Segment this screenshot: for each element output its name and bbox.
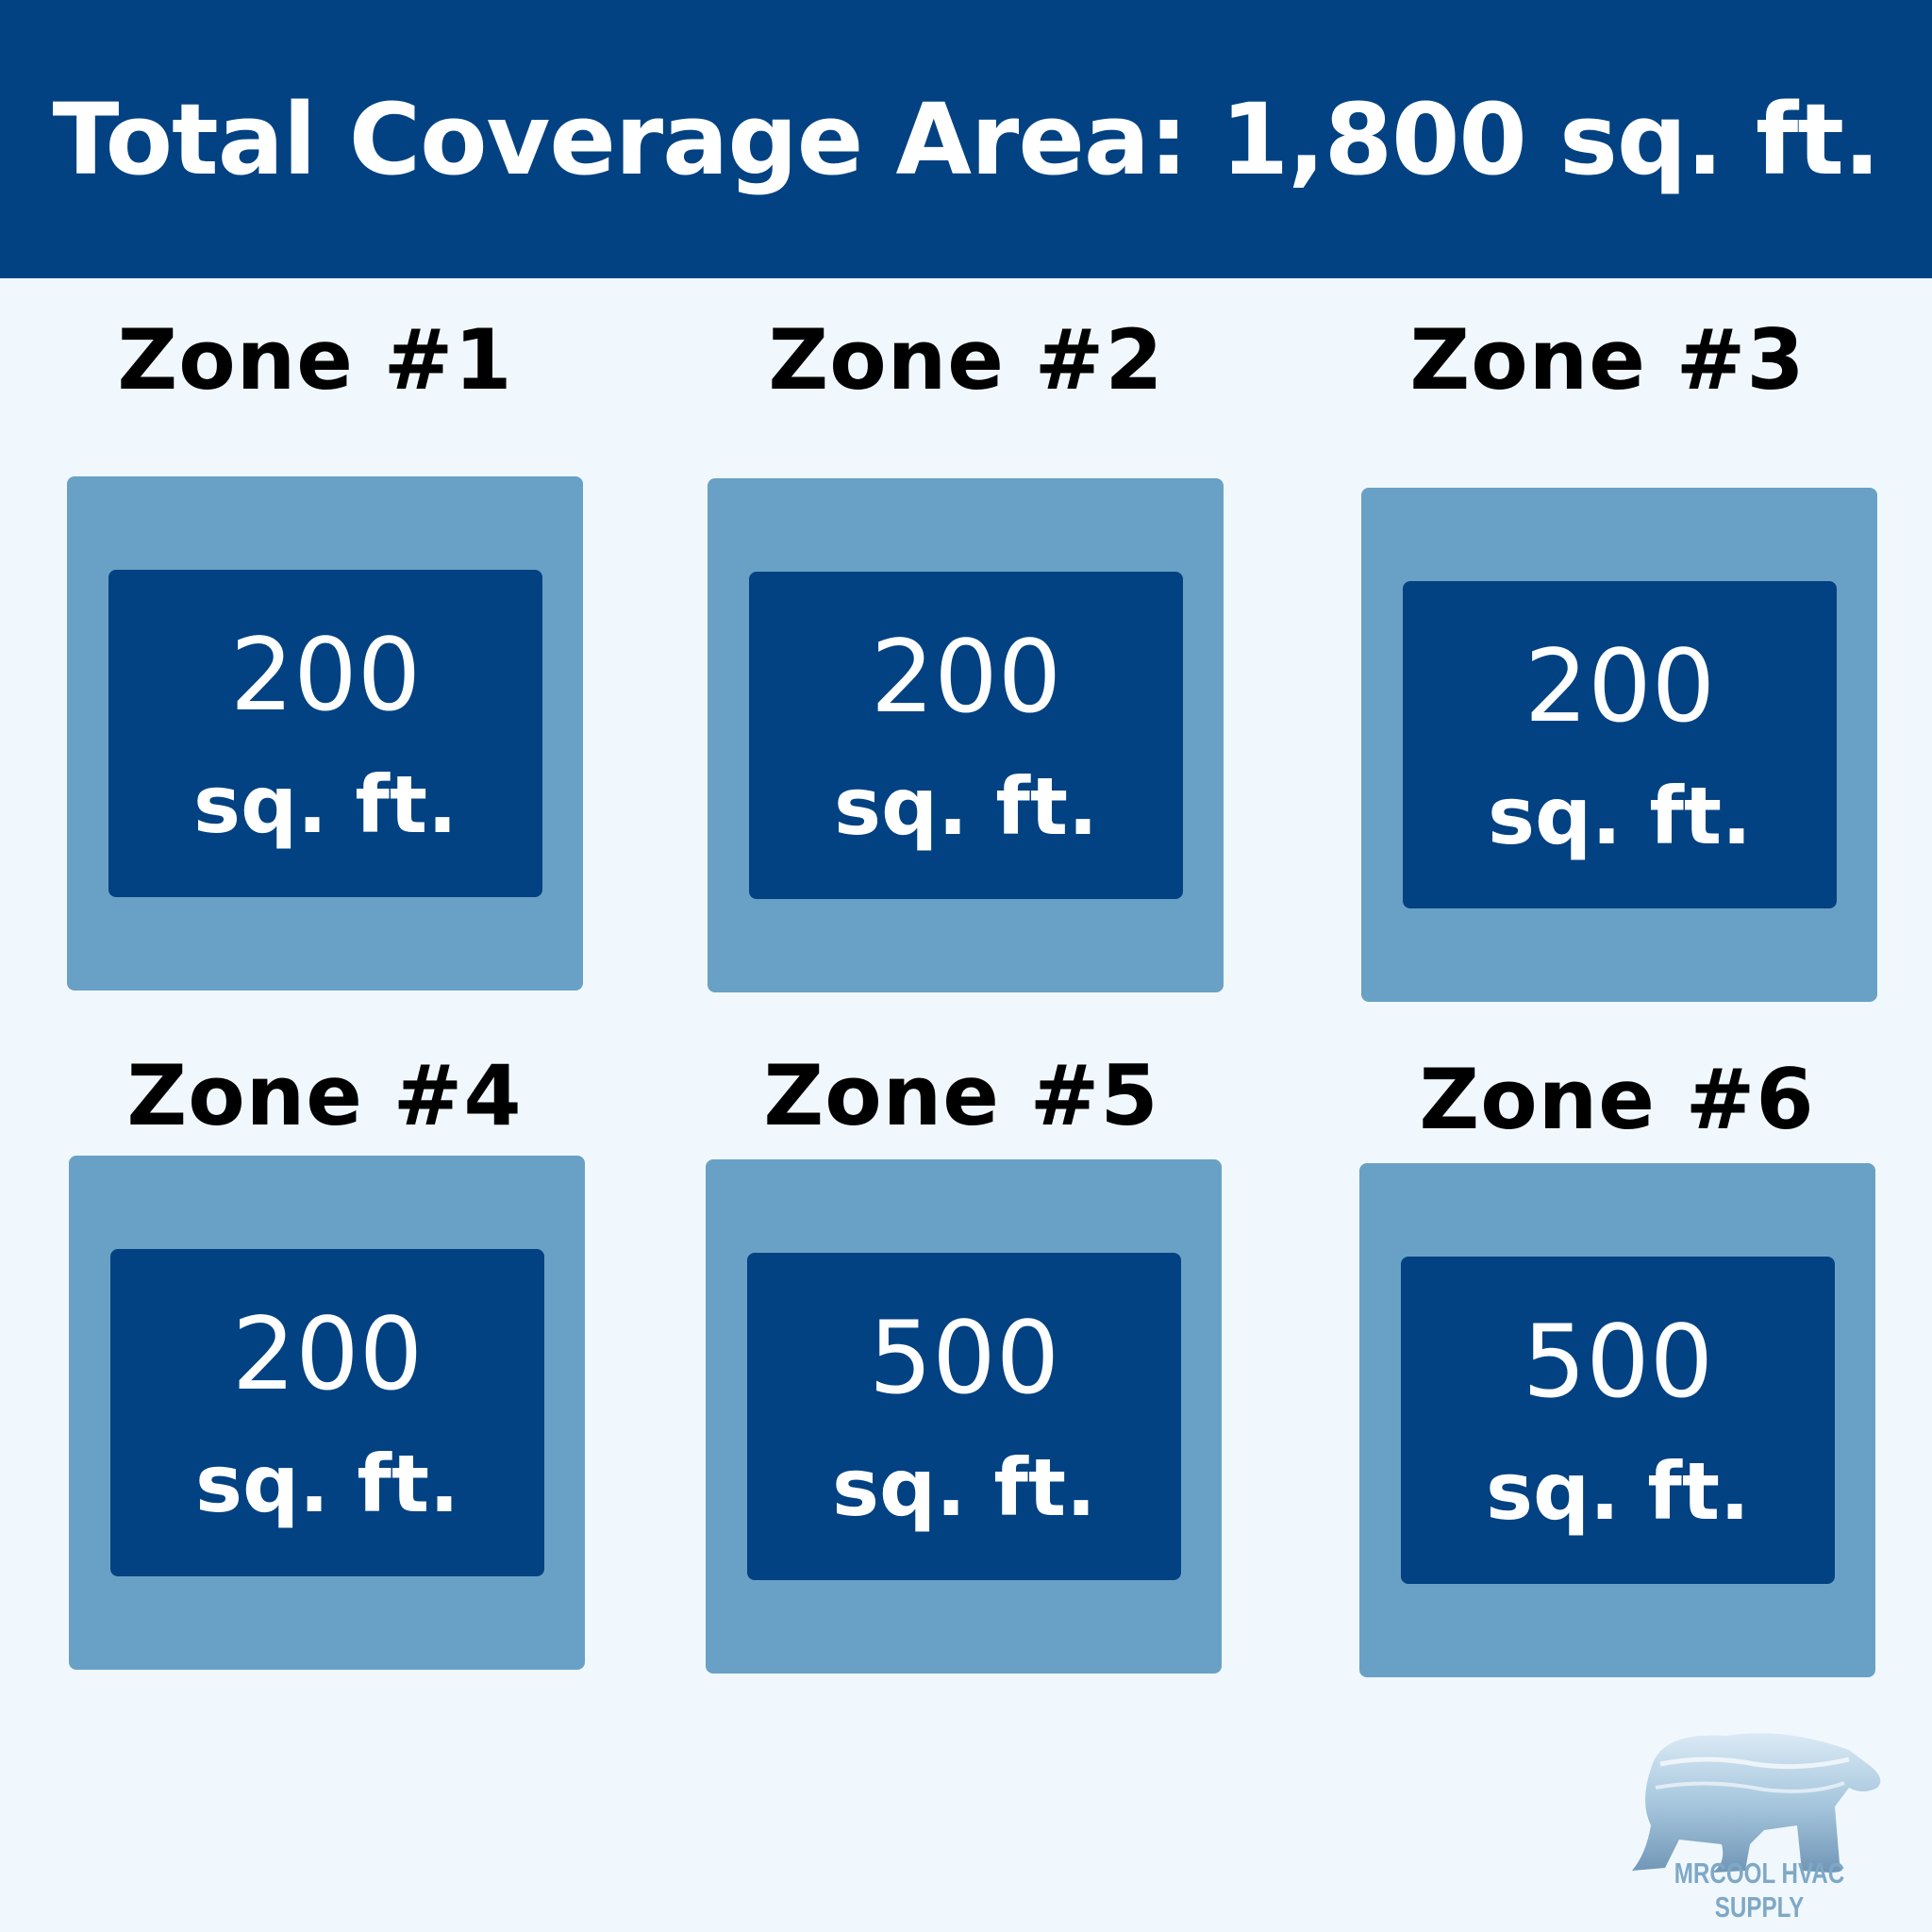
zone-label: Zone #2 <box>768 311 1164 408</box>
brand-logo: MRCOOL HVAC SUPPLY <box>1623 1712 1896 1924</box>
zone-label: Zone #1 <box>117 311 513 408</box>
zone-area-unit: sq. ft. <box>193 758 458 851</box>
zone-card: 200 sq. ft. <box>69 1156 585 1670</box>
zone-label: Zone #5 <box>763 1047 1159 1144</box>
zone-area-panel: 200 sq. ft. <box>1403 581 1837 908</box>
zone-area-value: 500 <box>1522 1304 1714 1420</box>
zone-area-panel: 500 sq. ft. <box>1401 1257 1835 1584</box>
zone-area-unit: sq. ft. <box>832 1441 1096 1534</box>
zone-label: Zone #6 <box>1419 1051 1815 1148</box>
zone-card: 200 sq. ft. <box>708 478 1224 992</box>
zone-area-value: 500 <box>868 1300 1060 1416</box>
page-title: Total Coverage Area: 1,800 sq. ft. <box>52 81 1880 197</box>
zone-area-panel: 200 sq. ft. <box>110 1249 544 1576</box>
zone-area-panel: 200 sq. ft. <box>108 570 542 897</box>
zone-card: 200 sq. ft. <box>67 476 583 991</box>
polar-bear-icon <box>1632 1733 1881 1873</box>
logo-text: MRCOOL HVAC SUPPLY <box>1674 1857 1845 1924</box>
header-banner: Total Coverage Area: 1,800 sq. ft. <box>0 0 1932 278</box>
zone-card: 200 sq. ft. <box>1361 488 1877 1002</box>
zone-label: Zone #3 <box>1409 311 1806 408</box>
zone-area-value: 200 <box>231 1296 424 1412</box>
zone-card: 500 sq. ft. <box>1359 1163 1875 1677</box>
zone-label: Zone #4 <box>126 1047 523 1144</box>
zone-area-value: 200 <box>229 617 422 733</box>
zone-area-unit: sq. ft. <box>1488 770 1752 862</box>
zone-area-unit: sq. ft. <box>195 1438 459 1530</box>
zone-area-panel: 200 sq. ft. <box>749 572 1183 899</box>
zone-card: 500 sq. ft. <box>706 1159 1222 1674</box>
zone-area-value: 200 <box>1524 628 1716 744</box>
zone-area-unit: sq. ft. <box>1486 1445 1750 1538</box>
zone-area-value: 200 <box>870 619 1062 735</box>
zone-area-unit: sq. ft. <box>834 760 1098 853</box>
zone-area-panel: 500 sq. ft. <box>747 1253 1181 1580</box>
